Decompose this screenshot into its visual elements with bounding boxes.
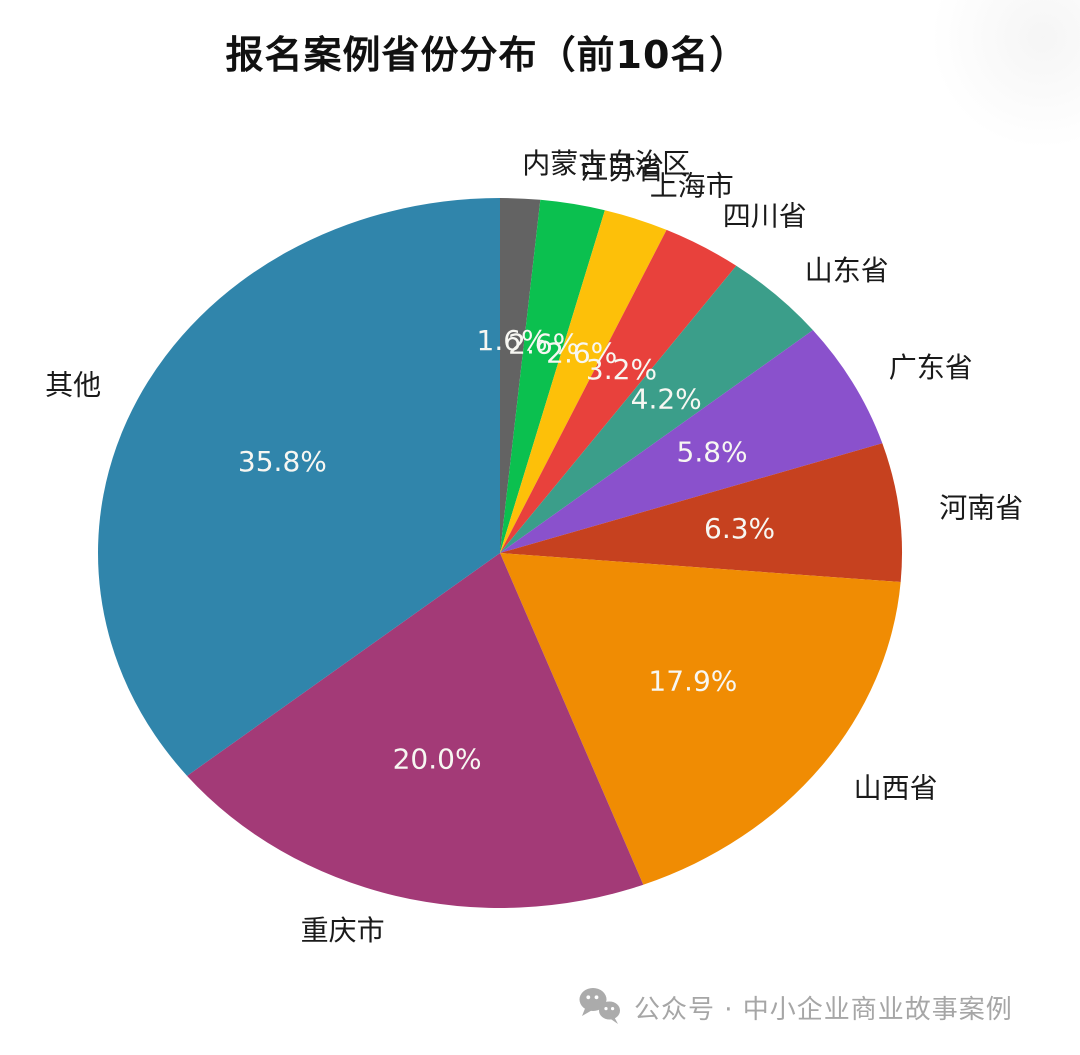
pie-slice: [500, 199, 605, 554]
slice-percent-label: 2.6%: [546, 336, 617, 369]
slice-percent-label: 2.6%: [508, 327, 579, 360]
slice-name-label: 山西省: [854, 771, 938, 804]
slice-percent-label: 4.2%: [631, 382, 702, 415]
slice-name-label: 广东省: [889, 351, 973, 384]
slice-percent-label: 20.0%: [393, 742, 482, 775]
slice-percent-label: 6.3%: [704, 512, 775, 545]
pie-slice: [500, 210, 667, 554]
pie-slice: [98, 197, 500, 776]
pie-slice: [500, 229, 737, 553]
pie-slice: [500, 265, 813, 553]
watermark: 公众号 · 中小企业商业故事案例: [578, 986, 1013, 1028]
slice-name-label: 内蒙古自治区: [522, 147, 690, 180]
slice-percent-label: 5.8%: [677, 435, 748, 468]
slice-percent-label: 3.2%: [586, 353, 657, 386]
slice-name-label: 其他: [45, 368, 101, 401]
watermark-text: 公众号 · 中小企业商业故事案例: [634, 994, 1013, 1025]
pie-slice: [500, 198, 541, 553]
slice-name-label: 河南省: [939, 492, 1023, 525]
slice-name-label: 江苏省: [580, 153, 664, 186]
slice-name-label: 四川省: [723, 199, 807, 232]
pie-slice: [500, 330, 883, 553]
slice-percent-label: 17.9%: [648, 665, 737, 698]
slice-percent-label: 1.6%: [477, 324, 548, 357]
pie-slice: [500, 443, 902, 582]
slice-name-label: 山东省: [805, 254, 889, 287]
pie-slice: [500, 553, 901, 885]
slice-percent-label: 35.8%: [238, 445, 327, 478]
slice-name-label: 上海市: [650, 169, 734, 202]
chart-title: 报名案例省份分布（前10名）: [225, 33, 749, 77]
slice-name-label: 重庆市: [301, 914, 385, 947]
pie-slice: [187, 553, 644, 909]
wechat-icon: [579, 988, 620, 1024]
